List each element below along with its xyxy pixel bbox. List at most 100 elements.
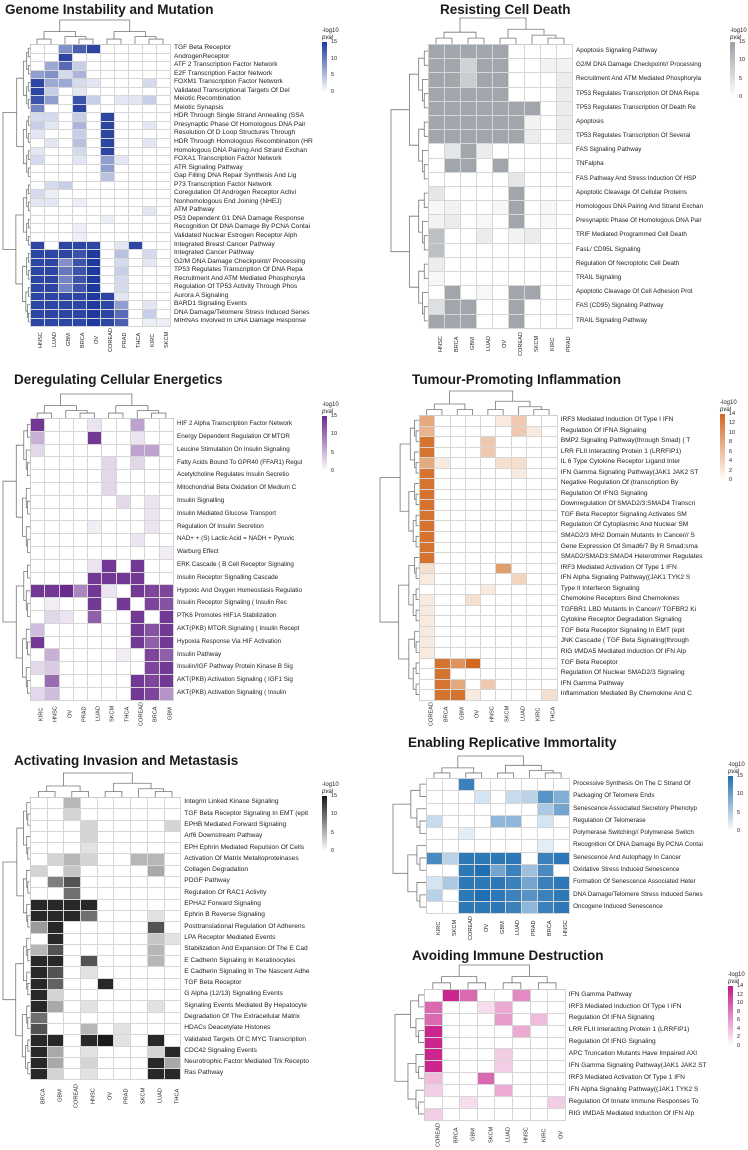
column-label: OV [66,709,73,718]
heatmap-cell [31,121,45,131]
heatmap-cell [131,482,146,496]
heatmap-cell [88,470,103,483]
heatmap-cell [97,854,115,866]
colorbar-tick: 0 [737,828,741,834]
heatmap-cell [129,241,143,251]
heatmap-cell [129,79,143,88]
heatmap-cell [420,574,436,585]
heatmap-cell [461,45,477,60]
heatmap-cell [525,201,541,216]
heatmap-cell [147,956,165,968]
heatmap-cell [460,1013,478,1026]
heatmap-grid [419,415,558,701]
heatmap-cell [496,458,512,469]
heatmap-cell [47,978,65,991]
column-label: OV [483,924,490,933]
heatmap-cell [495,1037,513,1050]
heatmap-cell [47,798,65,810]
heatmap-cell [88,444,103,458]
heatmap-cell [73,156,87,165]
column-label: SKCM [534,335,540,353]
heatmap-cell [445,101,461,116]
heatmap-cell [88,674,103,688]
heatmap-cell [59,521,74,535]
heatmap-cell [116,585,132,599]
heatmap-cell [31,933,48,945]
heatmap-cell [445,45,461,60]
heatmap-cell [143,79,157,88]
row-label: Insulin Receptor Signaling ( Insulin Rec [177,599,287,607]
heatmap-cell [557,158,573,173]
heatmap-cell [527,637,543,649]
row-label: BMP2 Signaling Pathway(through Smad) ( T [560,437,691,445]
heatmap-cell [129,156,143,165]
row-label: MIRNAs Involved In DNA Damage Response [174,317,306,325]
column-label: GBM [470,1128,477,1142]
heatmap-cell [131,865,148,878]
row-label: IL 6 Type Cytokine Receptor Ligand Inter [560,458,681,466]
heatmap-cell [59,233,73,242]
heatmap-cell [450,595,466,606]
row-label: Posttranslational Regulation Of Adherens [184,922,305,930]
heatmap-cell [116,623,132,637]
heatmap-cell [435,626,451,638]
heatmap-cell [164,1023,182,1036]
heatmap-cell [129,250,143,259]
column-label: BRCA [453,1127,460,1143]
heatmap-cell [557,286,573,301]
heatmap-cell [512,990,531,1002]
heatmap-cell [538,889,555,902]
heatmap-cell [541,286,557,301]
heatmap-cell [465,553,482,564]
colorbar-tick: 10 [331,55,338,62]
heatmap-cell [420,437,436,448]
heatmap-cell [477,45,493,60]
heatmap-cell [102,508,117,522]
heatmap-cell [511,426,528,438]
heatmap-cell [45,104,59,114]
heatmap-cell [496,437,512,448]
column-label: COREAD [467,916,474,941]
colorbar-tick: 12 [729,420,736,427]
heatmap-cell [102,623,117,637]
heatmap-cell [461,73,477,88]
heatmap-cell [527,669,543,680]
heatmap-cell [143,250,157,259]
heatmap-cell [145,495,160,509]
heatmap-cell [131,559,146,573]
heatmap-cell [542,616,558,627]
heatmap-cell [115,121,129,131]
column-label: GBM [470,337,476,351]
heatmap-cell [81,820,98,832]
heatmap-grid [30,418,174,701]
heatmap-cell [147,831,165,844]
heatmap-cell [442,1013,461,1026]
heatmap-cell [511,690,528,701]
heatmap-cell [509,45,525,60]
heatmap-cell [530,1073,549,1086]
heatmap-cell [115,292,129,302]
heatmap-cell [31,967,48,979]
heatmap-cell [477,257,493,272]
row-label: Insulin/IGF Pathway Protein Kinase B Sig [177,663,293,671]
heatmap-cell [31,241,45,251]
heatmap-cell [115,284,129,293]
heatmap-cell [159,457,174,471]
heatmap-cell [115,130,129,140]
heatmap-cell [73,309,87,319]
heatmap-cell [538,877,555,890]
heatmap-cell [101,318,115,328]
heatmap-cell [450,479,466,490]
heatmap-cell [88,610,103,624]
heatmap-cell [143,147,157,157]
heatmap-cell [538,828,555,841]
legend-title-log: -log10 [322,402,339,408]
heatmap-cell [450,500,466,511]
heatmap-cell [143,258,157,268]
heatmap-cell [435,458,451,469]
heatmap-cell [45,457,60,471]
heatmap-cell [157,121,171,131]
heatmap-cell [101,258,115,268]
row-label: Gene Expression Of Smad6/7 By R Smad:sma [560,542,698,550]
heatmap-cell [97,944,115,957]
